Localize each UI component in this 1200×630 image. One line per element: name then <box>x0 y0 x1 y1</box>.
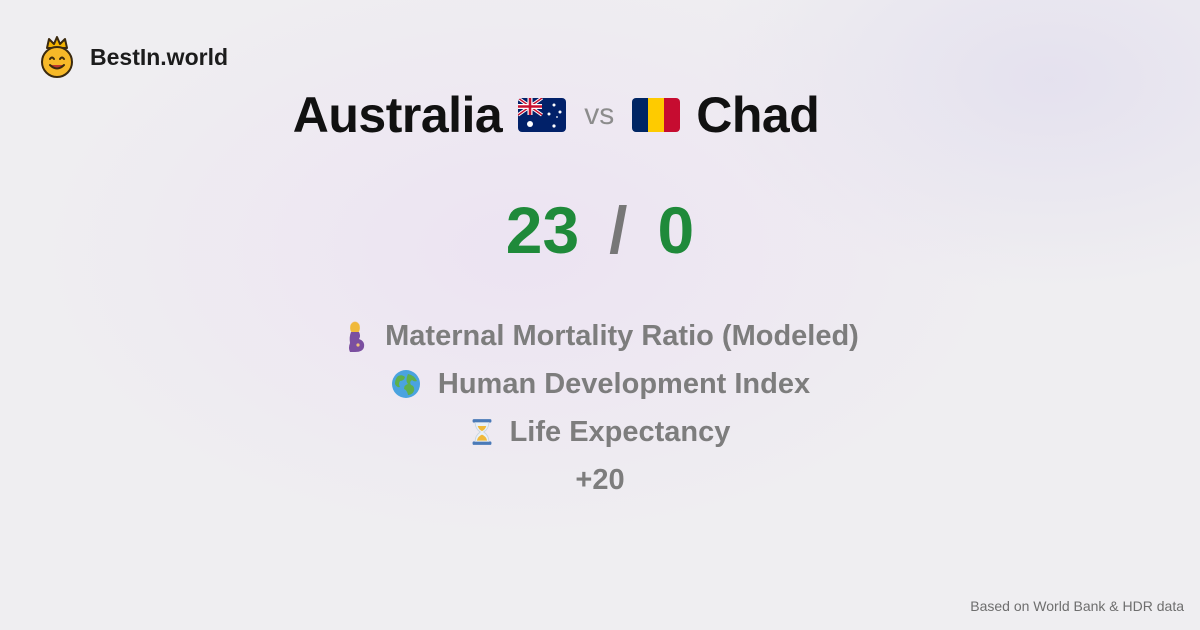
data-source-note: Based on World Bank & HDR data <box>970 598 1184 614</box>
brand[interactable]: BestIn.world <box>38 36 228 78</box>
metric-item: Life Expectancy <box>0 408 1200 456</box>
right-country-name: Chad <box>696 87 820 143</box>
comparison-title: Australia vs Chad <box>0 86 1112 144</box>
vs-label: vs <box>584 98 615 131</box>
left-score: 23 <box>505 193 580 267</box>
score-separator: / <box>609 193 628 267</box>
left-country-name: Australia <box>292 87 503 143</box>
metric-label: Life Expectancy <box>509 415 731 448</box>
hourglass-icon <box>472 419 492 445</box>
right-score: 0 <box>657 193 695 267</box>
chad-flag-icon <box>632 98 681 132</box>
brand-name: BestIn.world <box>90 43 229 70</box>
globe-icon <box>391 370 420 398</box>
metric-item: Maternal Mortality Ratio (Modeled) <box>0 312 1200 360</box>
metric-list: Maternal Mortality Ratio (Modeled) Human… <box>0 312 1200 504</box>
pregnant-woman-icon <box>349 321 365 352</box>
metric-item: Human Development Index <box>0 360 1200 408</box>
crowned-smiley-icon <box>41 36 73 78</box>
score: 23 / 0 <box>0 192 1200 268</box>
australia-flag-icon <box>518 98 567 132</box>
more-metrics-count: +20 <box>575 464 625 496</box>
metric-label: Human Development Index <box>437 367 811 400</box>
metric-label: Maternal Mortality Ratio (Modeled) <box>385 319 859 352</box>
